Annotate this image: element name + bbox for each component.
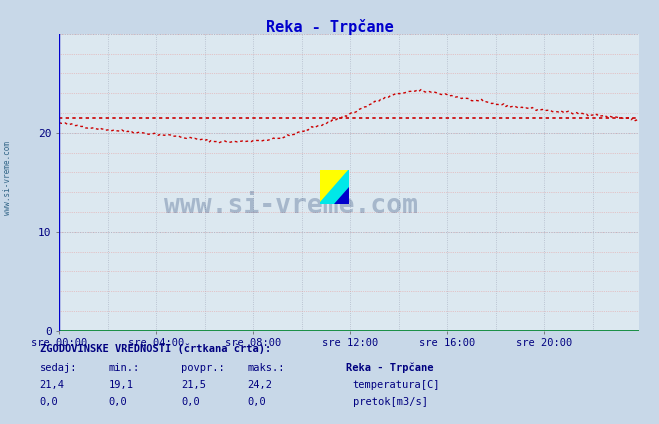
Text: Reka - Trpčane: Reka - Trpčane bbox=[346, 363, 434, 373]
Text: 0,0: 0,0 bbox=[181, 397, 200, 407]
Text: min.:: min.: bbox=[109, 363, 140, 373]
Text: 0,0: 0,0 bbox=[40, 397, 58, 407]
Text: www.si-vreme.com: www.si-vreme.com bbox=[164, 193, 418, 219]
Text: temperatura[C]: temperatura[C] bbox=[353, 380, 440, 390]
Polygon shape bbox=[320, 170, 349, 204]
Text: ZGODOVINSKE VREDNOSTI (črtkana črta):: ZGODOVINSKE VREDNOSTI (črtkana črta): bbox=[40, 343, 271, 354]
Text: 21,4: 21,4 bbox=[40, 380, 65, 390]
Text: sedaj:: sedaj: bbox=[40, 363, 77, 373]
Text: 24,2: 24,2 bbox=[247, 380, 272, 390]
Text: pretok[m3/s]: pretok[m3/s] bbox=[353, 397, 428, 407]
Text: Reka - Trpčane: Reka - Trpčane bbox=[266, 19, 393, 35]
Text: 0,0: 0,0 bbox=[247, 397, 266, 407]
Text: 0,0: 0,0 bbox=[109, 397, 127, 407]
Text: www.si-vreme.com: www.si-vreme.com bbox=[3, 141, 13, 215]
Text: povpr.:: povpr.: bbox=[181, 363, 225, 373]
Polygon shape bbox=[335, 187, 349, 204]
Text: 19,1: 19,1 bbox=[109, 380, 134, 390]
Text: 21,5: 21,5 bbox=[181, 380, 206, 390]
Text: maks.:: maks.: bbox=[247, 363, 285, 373]
Polygon shape bbox=[320, 170, 349, 204]
